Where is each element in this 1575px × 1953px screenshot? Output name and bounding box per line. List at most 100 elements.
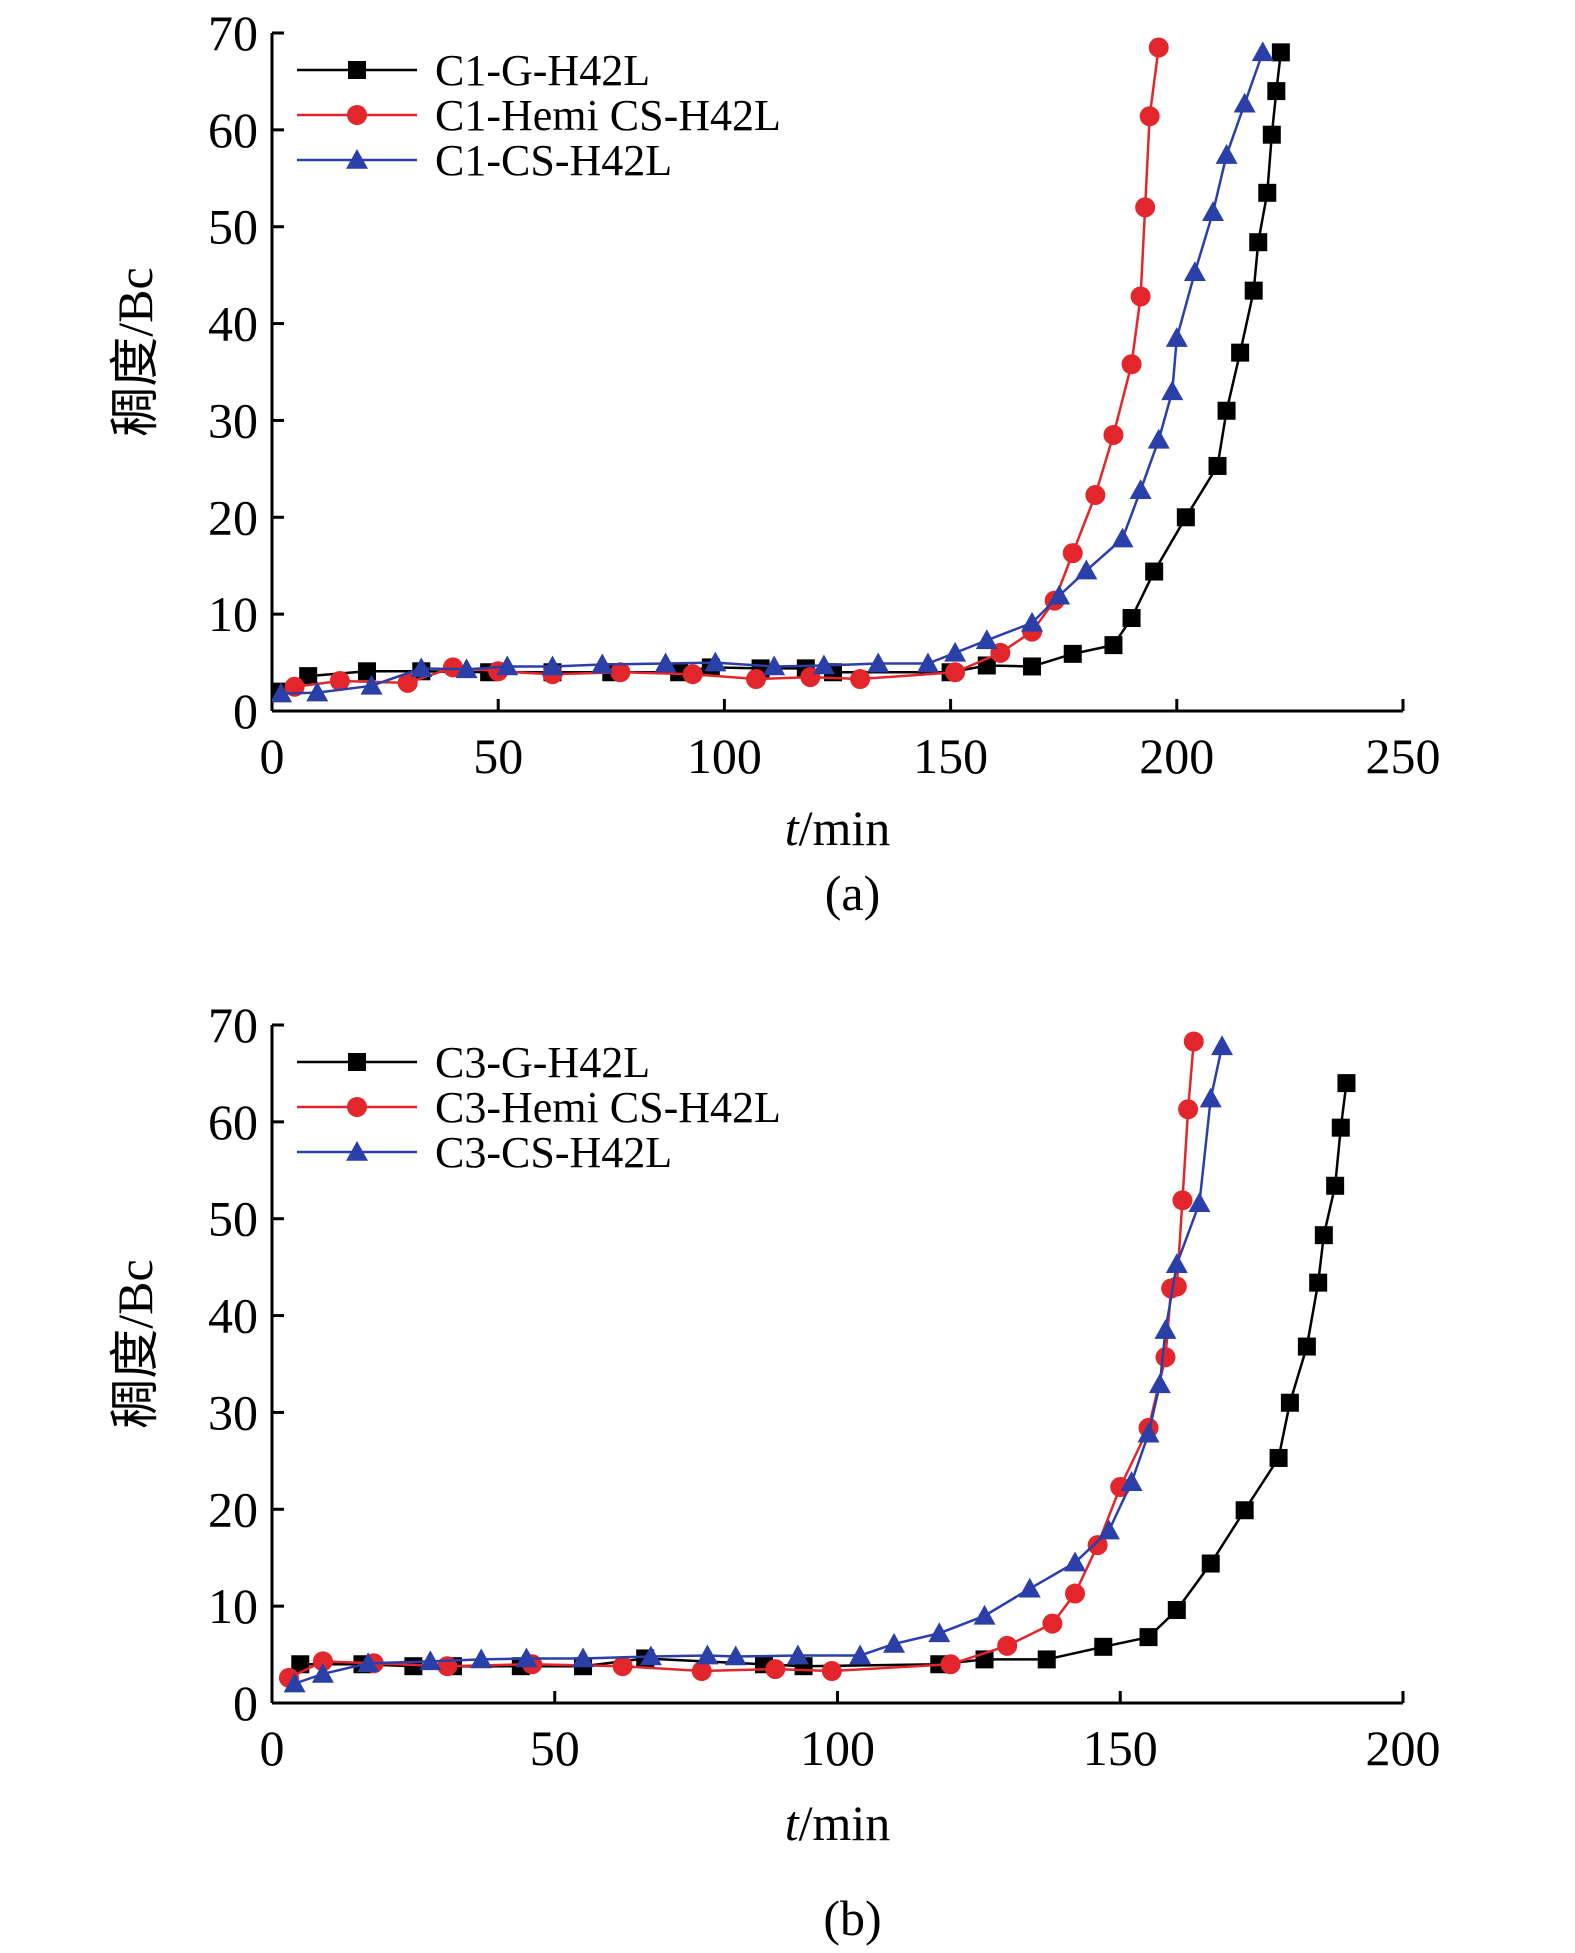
y-tick-label: 20 <box>208 489 258 545</box>
data-point <box>1309 1273 1328 1292</box>
x-axis-title: t/min <box>785 800 891 856</box>
data-point <box>1165 327 1188 347</box>
panel-caption: (a) <box>825 865 881 921</box>
data-point <box>944 641 967 662</box>
data-point <box>1130 286 1151 307</box>
series-line <box>281 51 1264 695</box>
data-point <box>1167 1601 1186 1620</box>
data-point <box>1111 527 1134 548</box>
x-axis-title: t/min <box>785 1795 891 1851</box>
x-tick-label: 150 <box>913 728 988 784</box>
chart-panel-1: 0 10 20 30 40 50 60 70 0 50 100 150 200 250 t/min 稠度/Bc… <box>107 5 1441 921</box>
data-point <box>975 629 998 650</box>
y-tick-label: 30 <box>208 1384 258 1440</box>
data-point <box>306 681 329 702</box>
data-point <box>1235 1501 1254 1520</box>
data-point <box>1062 543 1083 564</box>
data-point <box>746 669 767 690</box>
data-point <box>397 672 418 693</box>
data-point <box>1122 609 1141 628</box>
data-point <box>1154 1319 1177 1339</box>
data-point <box>1129 479 1152 499</box>
data-point <box>1188 1192 1211 1213</box>
data-point <box>1063 644 1082 663</box>
data-point <box>1183 1031 1204 1052</box>
legend-label: C3-G-H42L <box>435 1038 650 1087</box>
legend-item: C1-Hemi CS-H42L <box>297 91 781 140</box>
data-point <box>1110 1477 1131 1498</box>
data-point <box>1337 1074 1356 1093</box>
data-point <box>1139 1628 1158 1647</box>
data-point <box>973 1604 996 1625</box>
legend-marker <box>348 61 366 79</box>
data-point <box>1135 197 1156 218</box>
data-point <box>1121 354 1142 375</box>
x-axis-title-unit: /min <box>799 800 891 856</box>
series-line <box>294 47 1160 689</box>
data-point <box>945 662 966 683</box>
data-point <box>1331 1118 1350 1137</box>
panel-caption: (b) <box>823 1890 881 1946</box>
data-point <box>1183 261 1206 282</box>
series-line <box>288 1041 1196 1679</box>
data-point <box>357 1652 380 1673</box>
x-axis-title-variable: t <box>785 1795 800 1851</box>
data-point <box>763 655 786 676</box>
x-tick-label: 0 <box>260 1720 285 1776</box>
data-point <box>1048 584 1071 605</box>
y-tick-label: 10 <box>208 586 258 642</box>
data-point <box>1267 82 1286 101</box>
data-point <box>1297 1337 1316 1356</box>
data-point <box>1251 41 1274 62</box>
data-point <box>1139 106 1160 127</box>
data-point <box>572 1647 595 1668</box>
data-point <box>442 657 463 678</box>
data-point <box>272 682 293 703</box>
data-point <box>1233 92 1256 113</box>
data-point <box>1065 1583 1086 1604</box>
data-point <box>496 655 519 676</box>
data-point <box>419 1650 442 1671</box>
data-point <box>1037 1650 1056 1669</box>
series-3 <box>283 1035 1234 1693</box>
data-point <box>639 1645 662 1666</box>
data-point <box>1271 43 1290 62</box>
data-point <box>1161 380 1184 401</box>
data-point <box>515 1647 538 1668</box>
data-point <box>821 1661 842 1682</box>
data-point <box>283 1672 306 1693</box>
data-point <box>299 667 318 686</box>
legend-label: C3-Hemi CS-H42L <box>435 1083 781 1132</box>
legend-item: C1-G-H42L <box>297 46 650 95</box>
data-point <box>696 1644 719 1665</box>
x-axis-title-variable: t <box>785 800 800 856</box>
data-point <box>1103 424 1124 445</box>
legend-item: C3-G-H42L <box>297 1038 650 1087</box>
chart-panel-2: 0 10 20 30 40 50 60 70 0 50 100 150 200 t/min 稠度/Bc (b)… <box>107 997 1441 1946</box>
data-point <box>1269 1448 1288 1467</box>
data-point <box>541 655 564 676</box>
data-point <box>591 653 614 674</box>
y-tick-label: 40 <box>208 296 258 352</box>
data-point <box>1262 125 1281 144</box>
data-point <box>1042 1613 1063 1634</box>
data-point <box>1280 1393 1299 1412</box>
data-point <box>1314 1226 1333 1245</box>
data-point <box>1211 1035 1234 1056</box>
data-point <box>1199 1087 1222 1108</box>
y-tick-label: 30 <box>208 392 258 448</box>
x-tick-label: 50 <box>473 728 523 784</box>
y-tick-label: 0 <box>233 683 258 739</box>
data-point <box>1137 1422 1160 1443</box>
data-point <box>812 654 835 675</box>
data-point <box>1215 144 1238 164</box>
data-point <box>1097 1519 1120 1540</box>
data-point <box>1087 1535 1108 1556</box>
y-tick-label: 20 <box>208 1481 258 1537</box>
data-point <box>1249 233 1268 252</box>
data-point <box>1148 1373 1171 1394</box>
y-tick-label: 70 <box>208 997 258 1053</box>
y-tick-label: 0 <box>233 1675 258 1731</box>
